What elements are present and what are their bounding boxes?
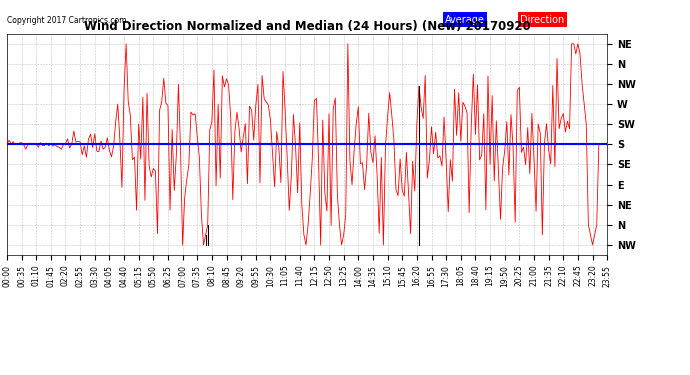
- Text: Copyright 2017 Cartronics.com: Copyright 2017 Cartronics.com: [7, 16, 126, 25]
- Text: Average: Average: [445, 15, 485, 25]
- Text: Direction: Direction: [520, 15, 564, 25]
- Title: Wind Direction Normalized and Median (24 Hours) (New) 20170920: Wind Direction Normalized and Median (24…: [83, 20, 531, 33]
